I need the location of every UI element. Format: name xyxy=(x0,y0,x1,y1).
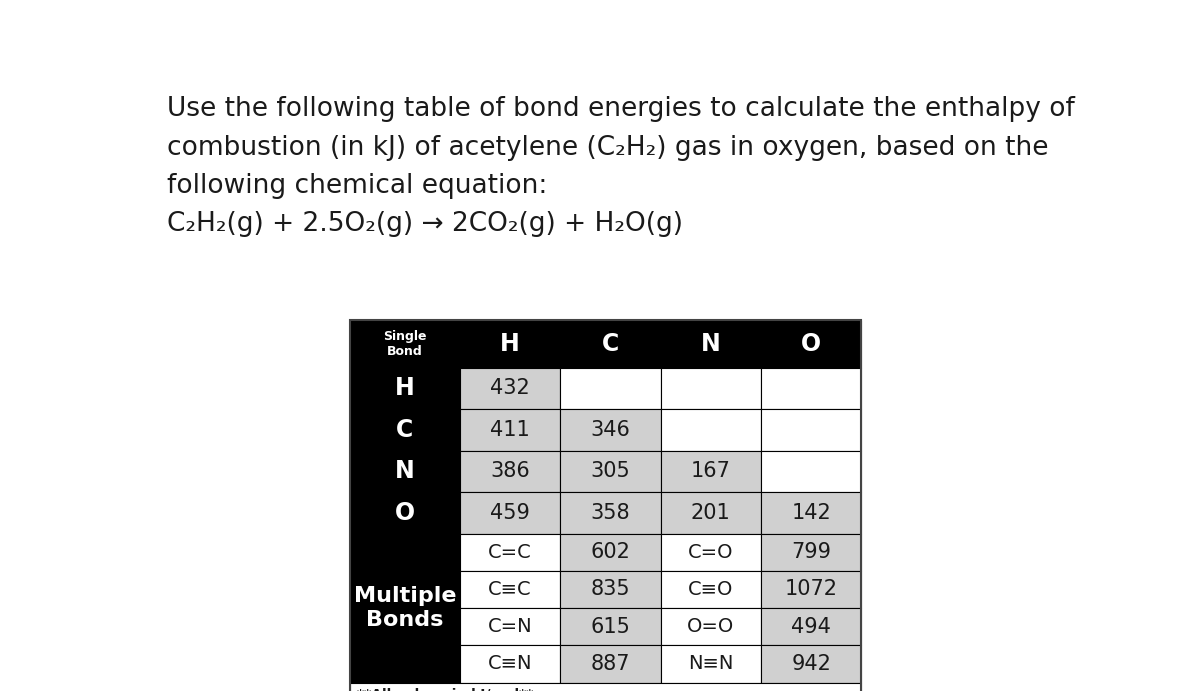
Bar xyxy=(460,320,560,368)
Bar xyxy=(761,645,862,683)
Bar xyxy=(560,368,660,409)
Bar xyxy=(761,451,862,492)
Bar xyxy=(560,533,660,571)
Text: C=C: C=C xyxy=(488,542,532,562)
Text: 346: 346 xyxy=(590,420,630,440)
Text: 167: 167 xyxy=(691,462,731,482)
Text: C≡C: C≡C xyxy=(488,580,532,599)
Text: Multiple
Bonds: Multiple Bonds xyxy=(354,587,456,630)
Text: C: C xyxy=(396,418,414,442)
Bar xyxy=(460,533,560,571)
Bar xyxy=(350,492,460,533)
Bar xyxy=(350,451,460,492)
Text: 1072: 1072 xyxy=(785,580,838,600)
Bar xyxy=(761,608,862,645)
Text: C₂H₂(g) + 2.5O₂(g) → 2CO₂(g) + H₂O(g): C₂H₂(g) + 2.5O₂(g) → 2CO₂(g) + H₂O(g) xyxy=(167,211,683,237)
Bar xyxy=(460,451,560,492)
Text: 494: 494 xyxy=(791,616,832,636)
Bar xyxy=(560,645,660,683)
Bar xyxy=(560,409,660,451)
Text: Use the following table of bond energies to calculate the enthalpy of: Use the following table of bond energies… xyxy=(167,96,1075,122)
Bar xyxy=(660,571,761,608)
Bar xyxy=(761,320,862,368)
Bar xyxy=(460,608,560,645)
Bar xyxy=(560,320,660,368)
Text: C=N: C=N xyxy=(487,617,533,636)
Text: H: H xyxy=(500,332,520,356)
Bar xyxy=(460,409,560,451)
Bar xyxy=(560,571,660,608)
Bar xyxy=(660,608,761,645)
Text: 358: 358 xyxy=(590,503,630,523)
Bar xyxy=(560,608,660,645)
Text: 835: 835 xyxy=(590,580,630,600)
Text: C: C xyxy=(601,332,619,356)
Text: 201: 201 xyxy=(691,503,731,523)
Bar xyxy=(350,409,460,451)
Text: C≡N: C≡N xyxy=(487,654,532,674)
Text: 432: 432 xyxy=(490,379,529,398)
Text: 411: 411 xyxy=(490,420,529,440)
Text: 615: 615 xyxy=(590,616,630,636)
Text: C≡O: C≡O xyxy=(688,580,733,599)
Bar xyxy=(460,368,560,409)
Text: 142: 142 xyxy=(791,503,832,523)
Bar xyxy=(660,451,761,492)
Bar xyxy=(460,645,560,683)
Bar xyxy=(350,683,862,691)
Bar xyxy=(660,368,761,409)
Bar xyxy=(761,368,862,409)
Bar xyxy=(761,533,862,571)
Bar xyxy=(660,492,761,533)
Bar xyxy=(660,409,761,451)
Bar xyxy=(660,320,761,368)
Text: 799: 799 xyxy=(791,542,832,562)
Text: O=O: O=O xyxy=(688,617,734,636)
Text: Single
Bond: Single Bond xyxy=(383,330,426,358)
Text: combustion (in kJ) of acetylene (C₂H₂) gas in oxygen, based on the: combustion (in kJ) of acetylene (C₂H₂) g… xyxy=(167,135,1049,160)
Text: 459: 459 xyxy=(490,503,530,523)
Text: C=O: C=O xyxy=(688,542,733,562)
Bar xyxy=(560,492,660,533)
Text: O: O xyxy=(395,501,415,525)
Text: **All values in kJ/mol**: **All values in kJ/mol** xyxy=(358,688,534,691)
Text: 942: 942 xyxy=(791,654,832,674)
Bar xyxy=(660,645,761,683)
Bar xyxy=(660,533,761,571)
Bar xyxy=(560,451,660,492)
Text: N≡N: N≡N xyxy=(688,654,733,674)
Text: N: N xyxy=(701,332,721,356)
Bar xyxy=(460,571,560,608)
Text: N: N xyxy=(395,460,415,483)
Text: O: O xyxy=(802,332,821,356)
Text: 305: 305 xyxy=(590,462,630,482)
Bar xyxy=(350,320,862,691)
Bar xyxy=(350,533,460,683)
Text: 887: 887 xyxy=(590,654,630,674)
Bar xyxy=(761,492,862,533)
Text: H: H xyxy=(395,377,415,400)
Text: 602: 602 xyxy=(590,542,630,562)
Bar xyxy=(350,368,460,409)
Bar xyxy=(761,409,862,451)
Text: 386: 386 xyxy=(490,462,529,482)
Bar xyxy=(350,320,460,368)
Text: following chemical equation:: following chemical equation: xyxy=(167,173,547,199)
Bar xyxy=(460,492,560,533)
Bar xyxy=(761,571,862,608)
